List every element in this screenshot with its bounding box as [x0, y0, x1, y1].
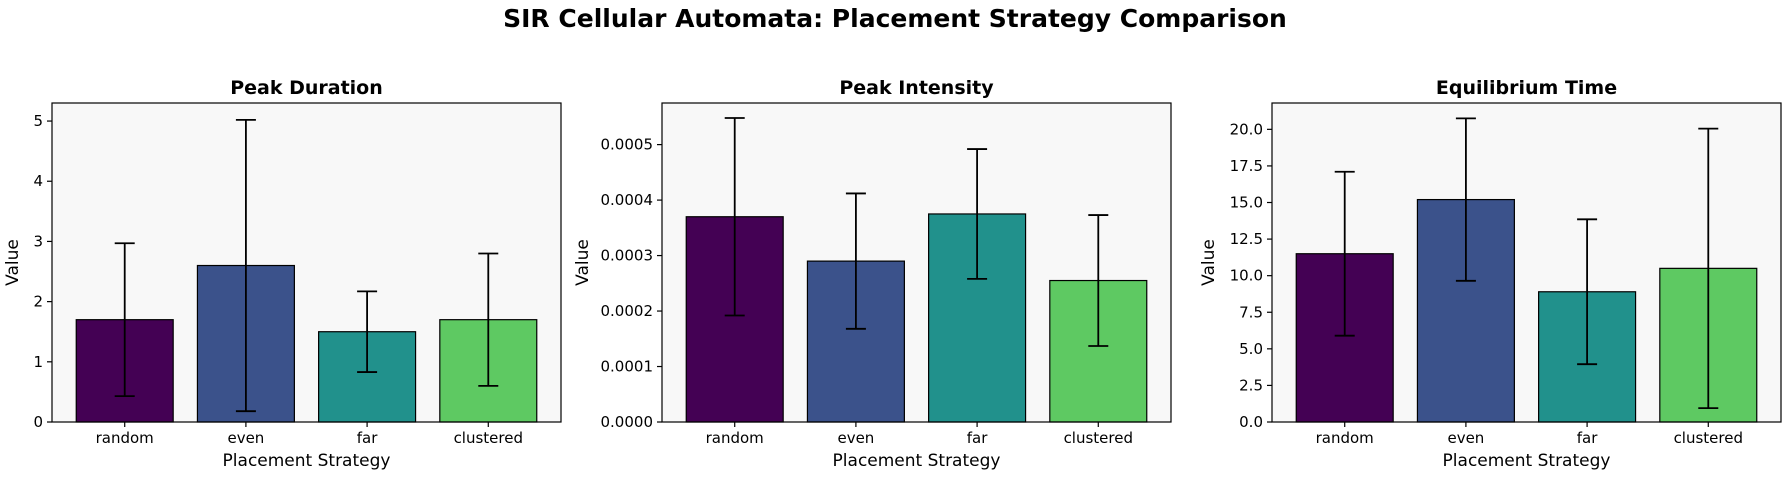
y-tick-label: 2.5: [1239, 376, 1263, 394]
y-tick-label: 0.0000: [601, 413, 654, 431]
y-tick-label: 0.0: [1239, 413, 1263, 431]
axes-frame-3: [1271, 102, 1782, 423]
x-axis-label: Placement Strategy: [833, 451, 1001, 471]
y-tick-label: 7.5: [1239, 303, 1263, 321]
x-tick-label: clustered: [1064, 429, 1133, 447]
y-tick-label: 1: [33, 353, 43, 371]
y-tick-label: 5: [33, 112, 43, 130]
x-tick-label: random: [1316, 429, 1374, 447]
y-tick-label: 0.0005: [601, 136, 654, 154]
y-tick-label: 0: [33, 413, 43, 431]
y-tick-label: 4: [33, 172, 43, 190]
axes-frame-2: [661, 102, 1172, 423]
x-tick-label: far: [967, 429, 988, 447]
y-tick-label: 0.0001: [601, 358, 654, 376]
x-tick-label: random: [96, 429, 154, 447]
x-tick-label: far: [357, 429, 378, 447]
y-tick-label: 5.0: [1239, 340, 1263, 358]
x-tick-label: random: [706, 429, 764, 447]
x-tick-label: even: [1447, 429, 1484, 447]
y-axis-label: Value: [1199, 239, 1219, 286]
y-tick-label: 12.5: [1230, 230, 1263, 248]
x-tick-label: even: [837, 429, 874, 447]
y-tick-label: 3: [33, 232, 43, 250]
y-tick-label: 20.0: [1230, 120, 1263, 138]
figure-title: SIR Cellular Automata: Placement Strateg…: [503, 4, 1287, 33]
x-tick-label: far: [1577, 429, 1598, 447]
axes-frame-1: [51, 102, 562, 423]
x-tick-label: clustered: [454, 429, 523, 447]
x-axis-label: Placement Strategy: [223, 451, 391, 471]
y-tick-label: 0.0003: [601, 247, 654, 265]
panel-title-2: Peak Intensity: [839, 77, 994, 99]
y-axis-label: Value: [573, 239, 593, 286]
y-tick-label: 15.0: [1230, 194, 1263, 212]
y-axis-label: Value: [3, 239, 23, 286]
y-tick-label: 0.0004: [601, 191, 654, 209]
y-tick-label: 10.0: [1230, 267, 1263, 285]
x-axis-label: Placement Strategy: [1443, 451, 1611, 471]
y-tick-label: 17.5: [1230, 157, 1263, 175]
x-tick-label: clustered: [1674, 429, 1743, 447]
panel-title-3: Equilibrium Time: [1436, 77, 1617, 99]
x-tick-label: even: [227, 429, 264, 447]
panel-title-1: Peak Duration: [230, 77, 383, 99]
y-tick-label: 2: [33, 293, 43, 311]
y-tick-label: 0.0002: [601, 302, 654, 320]
